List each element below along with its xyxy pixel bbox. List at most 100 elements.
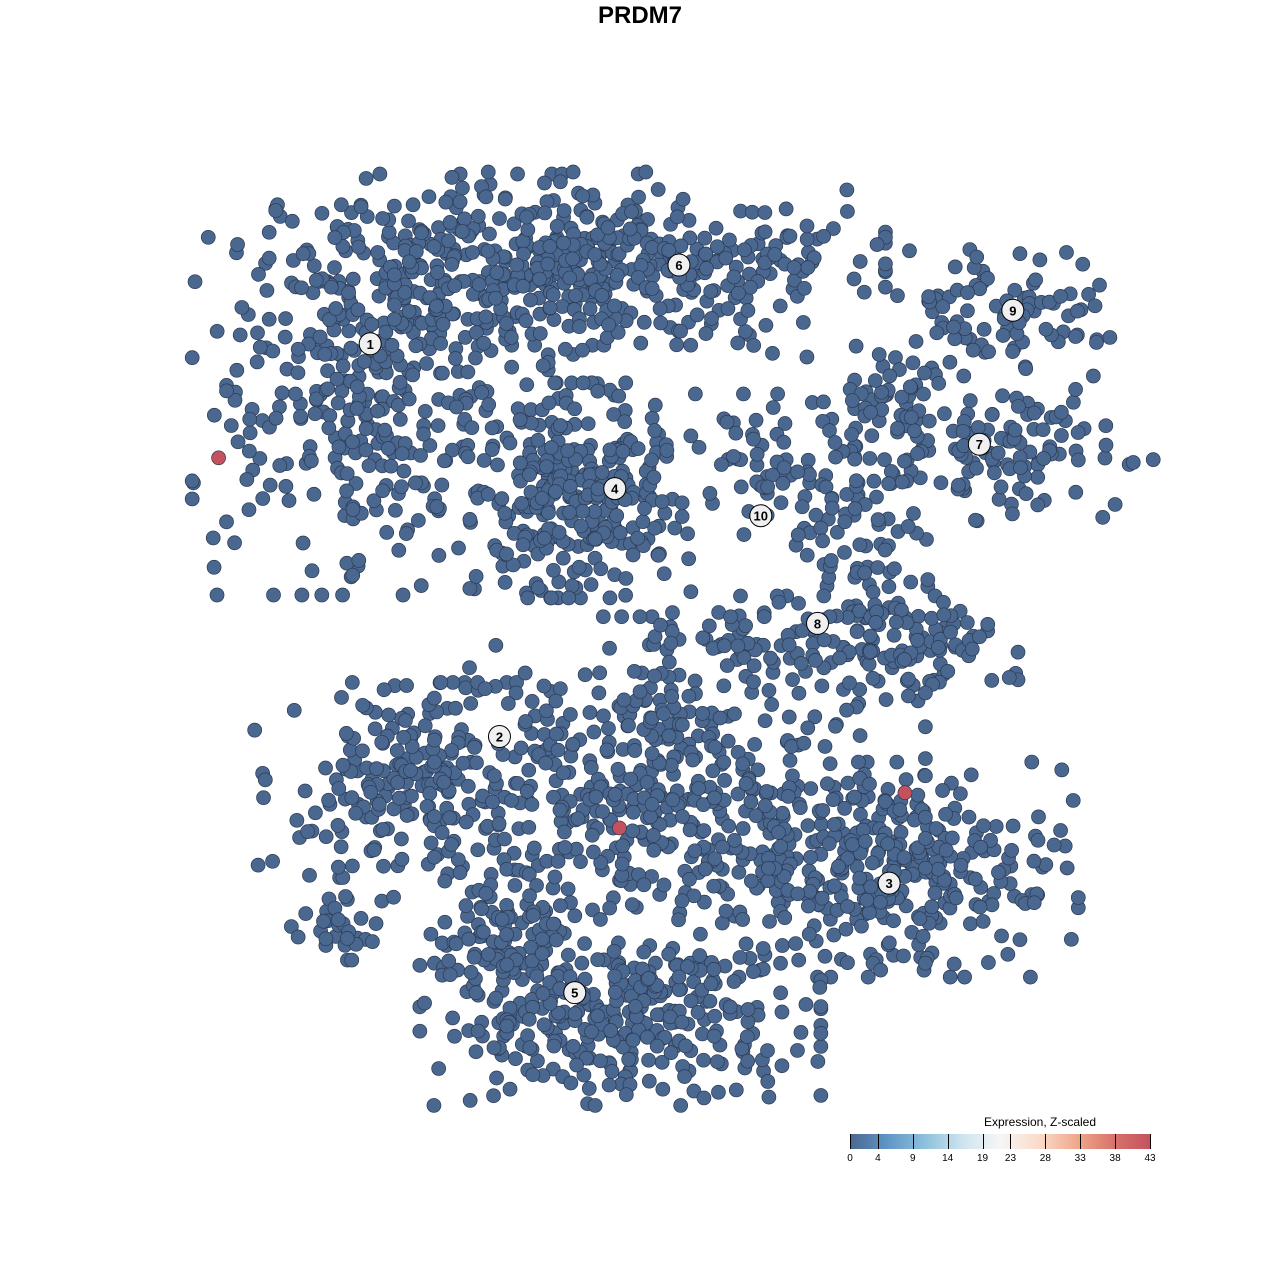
cell-point (379, 525, 395, 540)
cell-point (593, 855, 608, 870)
cell-point (579, 209, 595, 225)
cell-point (370, 403, 386, 419)
cell-point (765, 400, 781, 415)
cell-point (560, 947, 576, 963)
cell-point (618, 375, 634, 391)
cell-point (976, 818, 991, 834)
cell-point (383, 458, 399, 474)
cluster-label-text: 6 (675, 258, 682, 273)
cluster-label-badge (667, 253, 691, 277)
cell-point (374, 734, 390, 750)
cell-point (391, 542, 407, 558)
cell-point (1068, 382, 1083, 397)
cell-point (621, 1052, 637, 1067)
cell-point (746, 431, 761, 447)
cell-point (709, 239, 725, 255)
cluster-label-7: 7 (967, 432, 991, 456)
cell-point (602, 590, 618, 606)
cell-point (184, 350, 200, 365)
cell-point (590, 1008, 606, 1024)
cell-point (1064, 931, 1079, 947)
cell-point (878, 279, 893, 295)
cell-point (938, 842, 954, 858)
cell-point (1066, 394, 1081, 410)
cell-point (249, 354, 265, 370)
cell-point (946, 956, 962, 972)
cell-point (936, 595, 951, 610)
cell-point (655, 1081, 671, 1097)
cell-point (856, 284, 872, 300)
cell-point (918, 751, 933, 766)
cluster-label-text: 9 (1009, 303, 1016, 318)
cell-point (444, 837, 459, 852)
cell-point (901, 671, 916, 687)
cell-point (206, 407, 222, 423)
cell-point (431, 1061, 447, 1076)
cell-point (308, 805, 323, 821)
cell-point (865, 584, 881, 600)
cell-point (367, 721, 383, 737)
cell-point (844, 393, 860, 408)
cell-point (842, 675, 857, 691)
cell-point (697, 861, 713, 877)
cell-point (384, 337, 400, 353)
cell-point (344, 675, 360, 690)
cell-point (870, 560, 886, 575)
cell-point (587, 247, 603, 262)
cell-point (229, 362, 245, 378)
cell-point (369, 761, 384, 776)
cell-point (500, 696, 516, 711)
cell-point (936, 607, 952, 623)
cell-point (529, 878, 544, 893)
cell-point (350, 302, 366, 318)
cell-point (470, 842, 486, 858)
cell-point (969, 249, 985, 265)
cell-point (474, 901, 489, 917)
cell-point (565, 736, 581, 752)
cell-point (866, 473, 882, 489)
cell-point (656, 566, 672, 582)
cell-point (462, 660, 477, 676)
cell-point (652, 817, 668, 832)
cell-point (295, 246, 311, 262)
cell-point (502, 435, 518, 451)
cell-point (774, 938, 790, 953)
cell-point (452, 194, 468, 210)
cell-point (427, 849, 442, 865)
cell-point (555, 765, 571, 781)
cell-point (649, 1007, 665, 1023)
cell-point (351, 239, 367, 255)
cell-point (965, 342, 981, 358)
cell-point (358, 442, 374, 458)
cell-point (814, 678, 830, 694)
cell-point (542, 300, 558, 316)
cell-point (733, 588, 748, 604)
cell-point (227, 392, 243, 408)
cell-point (1054, 762, 1070, 778)
cell-point (671, 982, 687, 998)
cell-point (868, 615, 884, 630)
cell-point (345, 858, 360, 874)
cell-point (616, 692, 632, 708)
cell-point (184, 473, 200, 489)
cell-point (795, 315, 811, 330)
cell-point (957, 969, 972, 985)
cell-point (274, 385, 290, 401)
cell-point (796, 735, 812, 751)
cell-point (987, 465, 1002, 481)
cell-point (736, 650, 752, 665)
cell-point (859, 892, 875, 908)
cell-point (499, 546, 514, 562)
cell-point (490, 457, 505, 473)
cell-point (348, 805, 363, 821)
cell-point (458, 898, 474, 914)
cell-point (718, 903, 734, 919)
cluster-label-2: 2 (487, 725, 511, 749)
cell-point (297, 783, 313, 799)
cell-point (394, 446, 410, 462)
cell-point (600, 220, 616, 235)
cell-point (520, 222, 536, 238)
cell-point (652, 301, 668, 317)
cell-point (358, 171, 374, 186)
cell-point (477, 681, 493, 697)
